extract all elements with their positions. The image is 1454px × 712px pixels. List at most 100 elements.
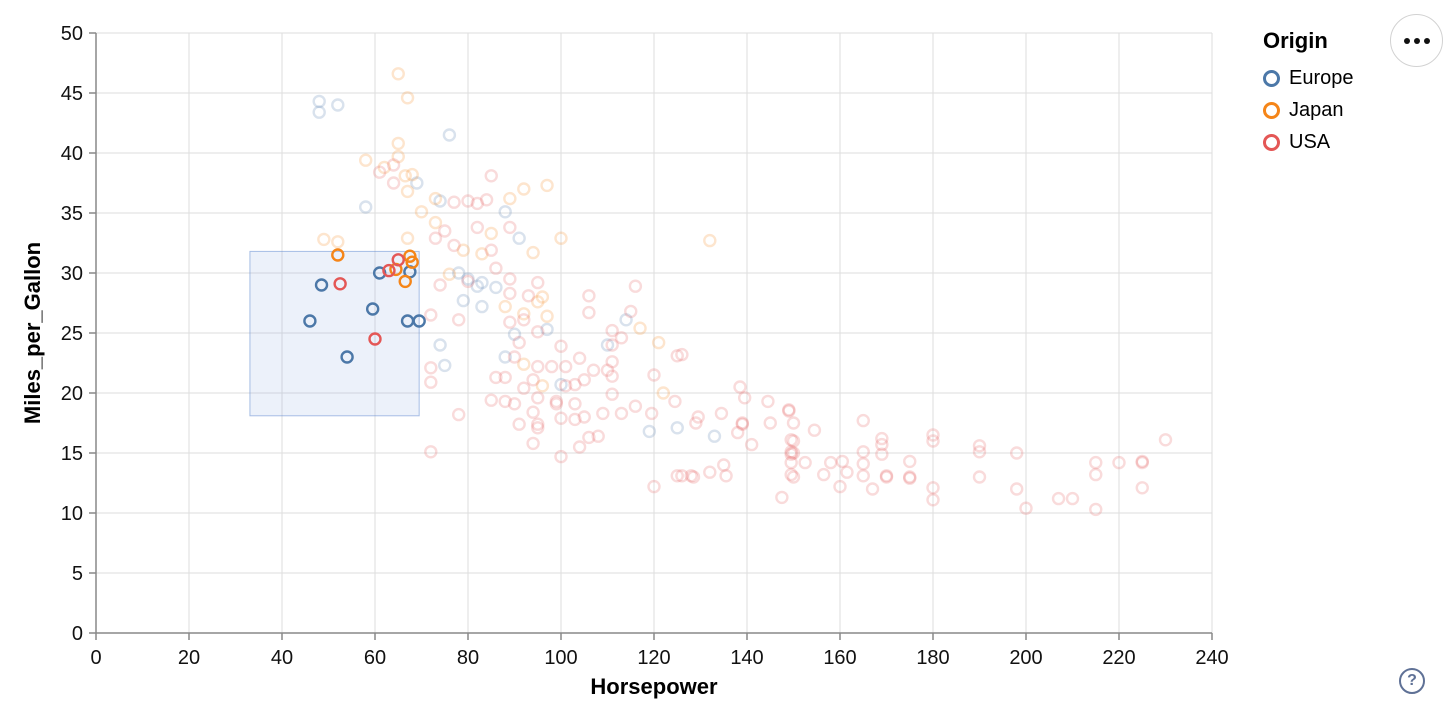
data-point[interactable] xyxy=(498,370,512,385)
data-point[interactable] xyxy=(670,349,684,363)
data-point[interactable] xyxy=(644,406,659,421)
data-point[interactable] xyxy=(689,416,703,430)
data-point[interactable] xyxy=(824,455,838,470)
data-point[interactable] xyxy=(479,193,494,207)
data-point[interactable] xyxy=(703,233,717,248)
data-point[interactable] xyxy=(714,406,729,421)
data-point[interactable] xyxy=(531,325,545,339)
data-point[interactable] xyxy=(833,479,847,494)
data-point[interactable] xyxy=(531,359,545,374)
data-point[interactable] xyxy=(340,350,354,364)
data-point[interactable] xyxy=(405,255,419,269)
options-menu-button[interactable] xyxy=(1390,14,1443,67)
data-point[interactable] xyxy=(403,249,417,263)
data-point[interactable] xyxy=(540,178,554,193)
data-point[interactable] xyxy=(517,307,531,321)
data-point[interactable] xyxy=(314,278,329,292)
data-point[interactable] xyxy=(735,416,750,430)
data-point[interactable] xyxy=(675,347,689,362)
data-point[interactable] xyxy=(605,369,619,383)
data-point[interactable] xyxy=(731,425,745,440)
data-point[interactable] xyxy=(382,263,396,278)
data-point[interactable] xyxy=(484,169,498,183)
data-point[interactable] xyxy=(535,290,550,304)
data-point[interactable] xyxy=(475,299,489,314)
data-point[interactable] xyxy=(719,469,733,483)
data-point[interactable] xyxy=(517,313,531,327)
data-point[interactable] xyxy=(470,220,484,235)
data-point[interactable] xyxy=(703,465,717,479)
data-point[interactable] xyxy=(531,421,545,435)
data-point[interactable] xyxy=(507,327,522,341)
data-point[interactable] xyxy=(577,410,591,424)
data-point[interactable] xyxy=(452,407,466,422)
data-point[interactable] xyxy=(438,358,452,373)
data-point[interactable] xyxy=(498,299,512,314)
data-point[interactable] xyxy=(498,394,512,409)
data-point[interactable] xyxy=(507,350,522,364)
data-point[interactable] xyxy=(531,417,545,431)
data-point[interactable] xyxy=(628,399,643,413)
data-point[interactable] xyxy=(865,482,880,496)
data-point[interactable] xyxy=(668,394,682,409)
data-point[interactable] xyxy=(786,416,801,430)
data-point[interactable] xyxy=(526,373,540,387)
data-point[interactable] xyxy=(763,416,777,430)
data-point[interactable] xyxy=(512,417,526,431)
data-point[interactable] xyxy=(484,243,498,257)
data-point[interactable] xyxy=(586,363,601,377)
data-point[interactable] xyxy=(926,493,940,507)
data-point[interactable] xyxy=(386,176,401,190)
data-point[interactable] xyxy=(517,182,531,196)
data-point[interactable] xyxy=(684,469,698,483)
data-point[interactable] xyxy=(775,490,789,505)
data-point[interactable] xyxy=(784,445,798,459)
data-point[interactable] xyxy=(675,469,689,483)
data-point[interactable] xyxy=(461,194,475,208)
data-point[interactable] xyxy=(512,335,526,350)
data-point[interactable] xyxy=(670,421,684,435)
data-point[interactable] xyxy=(605,323,619,338)
data-point[interactable] xyxy=(647,368,661,382)
data-point[interactable] xyxy=(1051,491,1066,506)
data-point[interactable] xyxy=(1135,454,1149,469)
data-point[interactable] xyxy=(782,403,796,417)
data-point[interactable] xyxy=(424,445,438,459)
data-point[interactable] xyxy=(331,98,345,112)
data-point[interactable] xyxy=(798,455,812,470)
data-point[interactable] xyxy=(807,423,822,437)
data-point[interactable] xyxy=(600,363,615,377)
data-point[interactable] xyxy=(400,91,415,105)
data-point[interactable] xyxy=(835,454,850,469)
data-point[interactable] xyxy=(549,394,564,409)
data-point[interactable] xyxy=(605,355,619,369)
data-point[interactable] xyxy=(786,446,801,460)
data-point[interactable] xyxy=(452,313,466,327)
data-point[interactable] xyxy=(535,379,550,393)
data-point[interactable] xyxy=(424,361,438,375)
data-point[interactable] xyxy=(619,313,633,327)
data-point[interactable] xyxy=(438,224,452,238)
data-point[interactable] xyxy=(817,467,831,482)
data-point[interactable] xyxy=(531,295,545,309)
data-point[interactable] xyxy=(582,305,596,320)
data-point[interactable] xyxy=(691,410,705,424)
data-point[interactable] xyxy=(784,455,798,470)
data-point[interactable] xyxy=(582,430,596,445)
data-point[interactable] xyxy=(554,339,568,353)
data-point[interactable] xyxy=(317,232,331,247)
data-point[interactable] xyxy=(744,437,759,452)
data-point[interactable] xyxy=(433,278,447,292)
data-point[interactable] xyxy=(903,454,917,469)
data-point[interactable] xyxy=(875,447,889,461)
data-point[interactable] xyxy=(503,272,517,286)
data-point[interactable] xyxy=(972,445,987,459)
data-point[interactable] xyxy=(470,279,484,293)
data-point[interactable] xyxy=(410,176,424,190)
data-point[interactable] xyxy=(365,302,380,316)
data-point[interactable] xyxy=(1112,455,1126,470)
data-point[interactable] xyxy=(903,471,917,485)
data-point[interactable] xyxy=(903,470,917,484)
data-point[interactable] xyxy=(442,267,457,281)
data-point[interactable] xyxy=(572,440,587,454)
